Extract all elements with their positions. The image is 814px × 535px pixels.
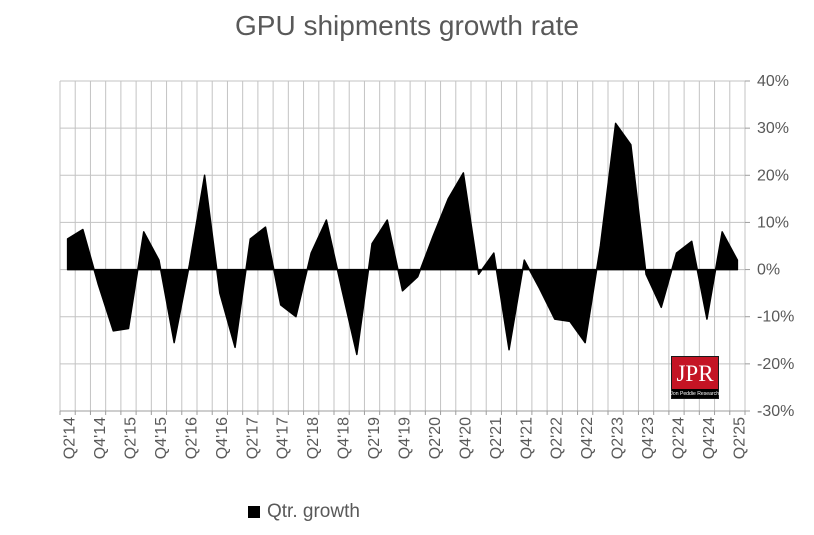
x-tick-label: Q2'20: [427, 417, 444, 459]
x-tick-label: Q2'16: [183, 417, 200, 459]
legend-label: Qtr. growth: [267, 501, 360, 522]
x-tick-label: Q2'19: [366, 417, 383, 459]
x-tick-label: Q2'23: [610, 417, 627, 459]
legend-swatch-icon: [248, 506, 260, 518]
x-tick-label: Q4'18: [336, 417, 353, 459]
jpr-logo-text: JPR: [676, 360, 714, 386]
x-tick-label: Q4'22: [579, 417, 596, 459]
y-tick-label: 40%: [757, 73, 789, 90]
x-tick-label: Q2'22: [549, 417, 566, 459]
x-tick-label: Q2'18: [305, 417, 322, 459]
x-tick-label: Q2'24: [671, 417, 688, 459]
x-tick-label: Q4'17: [275, 417, 292, 459]
legend: Qtr. growth: [248, 501, 360, 523]
x-tick-label: Q2'15: [123, 417, 140, 459]
y-tick-label: 0%: [757, 262, 780, 279]
x-tick-label: Q4'24: [701, 417, 718, 459]
x-tick-label: Q4'15: [153, 417, 170, 459]
x-tick-label: Q2'14: [62, 417, 79, 459]
area-series: [66, 122, 739, 356]
x-tick-label: Q2'21: [488, 417, 505, 459]
y-tick-label: -20%: [757, 356, 794, 373]
chart-title: GPU shipments growth rate: [235, 10, 579, 41]
x-tick-label: Q4'14: [92, 417, 109, 459]
x-tick-label: Q4'23: [640, 417, 657, 459]
x-tick-label: Q2'17: [244, 417, 261, 459]
y-tick-label: 30%: [757, 120, 789, 137]
jpr-logo-box: JPR: [672, 357, 718, 389]
x-tick-label: Q4'16: [214, 417, 231, 459]
y-tick-label: -30%: [757, 403, 794, 420]
jpr-logo: JPR Jon Peddie Research: [671, 356, 719, 399]
x-tick-label: Q2'25: [731, 417, 748, 459]
y-tick-label: 10%: [757, 214, 789, 231]
x-tick-label: Q4'21: [518, 417, 535, 459]
x-tick-label: Q4'20: [457, 417, 474, 459]
jpr-logo-subtext: Jon Peddie Research: [670, 390, 720, 397]
x-tick-label: Q4'19: [397, 417, 414, 459]
jpr-logo-bar: Jon Peddie Research: [670, 389, 720, 398]
y-tick-label: 20%: [757, 167, 789, 184]
y-tick-label: -10%: [757, 309, 794, 326]
